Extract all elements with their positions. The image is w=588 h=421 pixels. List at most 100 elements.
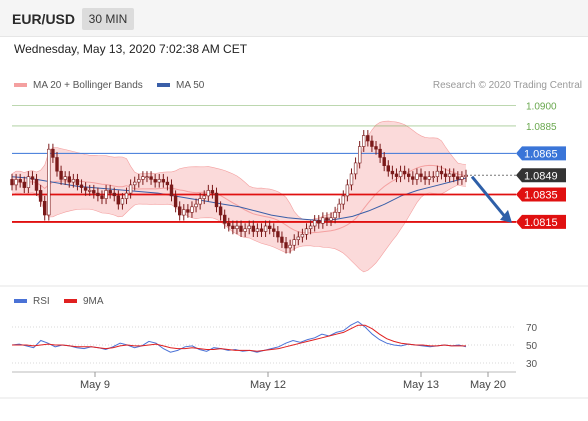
candle-body <box>349 173 354 186</box>
candle-body <box>308 225 313 230</box>
candle-body <box>435 170 440 177</box>
support-label: 1.0835 <box>524 189 558 201</box>
candle-body <box>431 176 435 178</box>
legend-rsi: RSI <box>14 296 50 307</box>
candle-body <box>34 179 39 191</box>
support-tag <box>516 214 566 229</box>
candle-body <box>128 184 133 194</box>
candle-body <box>104 190 108 199</box>
candle-body <box>456 176 460 180</box>
candle-body <box>247 225 251 230</box>
ma50-line <box>11 176 467 222</box>
legend-rsi-ma: 9MA <box>64 296 104 307</box>
candle-body <box>386 165 390 172</box>
candle-body <box>71 179 76 183</box>
candle-body <box>173 195 178 208</box>
candle-body <box>186 209 190 213</box>
resistance-label: 1.0865 <box>524 148 558 160</box>
candle-body <box>157 179 161 183</box>
candle-body <box>361 135 366 147</box>
candle-body <box>370 140 374 147</box>
support-label: 1.0815 <box>524 217 558 229</box>
candle-body <box>280 236 284 243</box>
candle-body <box>83 187 88 191</box>
candle-body <box>251 225 255 232</box>
candle-body <box>169 184 174 197</box>
chart-header: EUR/USD 30 MIN <box>0 0 588 37</box>
candle-body <box>292 239 296 246</box>
candle-body <box>345 184 350 197</box>
candle-body <box>26 176 31 188</box>
candle-body <box>38 190 43 202</box>
candle-body <box>312 220 317 227</box>
candle-body <box>120 198 125 205</box>
rsi-tick-label: 50 <box>526 341 538 352</box>
candle-body <box>55 157 59 172</box>
candle-body <box>329 217 333 221</box>
candle-body <box>333 212 337 219</box>
candle-body <box>415 173 419 180</box>
candle-body <box>288 244 292 249</box>
symbol-title: EUR/USD <box>12 11 76 27</box>
candle-body <box>423 176 427 180</box>
candle-body <box>296 236 300 241</box>
candle-body <box>451 173 456 177</box>
candle-body <box>304 228 309 235</box>
candle-body <box>194 203 198 208</box>
candle-body <box>272 228 276 232</box>
candle-body <box>243 228 247 232</box>
legend-bollinger-label: MA 20 + Bollinger Bands <box>33 80 143 91</box>
candle-body <box>14 179 18 186</box>
candle-body <box>378 148 382 158</box>
legend-bollinger: MA 20 + Bollinger Bands <box>14 80 143 91</box>
bollinger-upper <box>11 120 467 221</box>
candle-body <box>145 176 149 178</box>
candle-body <box>108 190 112 194</box>
candle-body <box>51 148 55 158</box>
candle-body <box>116 195 121 205</box>
candle-body <box>198 198 202 205</box>
forecast-arrow-shaft <box>470 175 508 219</box>
candle-body <box>112 192 117 197</box>
x-tick-label: May 12 <box>250 379 286 391</box>
candle-body <box>411 176 415 180</box>
candle-body <box>59 170 63 180</box>
candle-body <box>255 228 260 232</box>
candle-body <box>439 170 444 175</box>
candle-body <box>223 214 227 224</box>
timeframe-button[interactable]: 30 MIN <box>82 8 134 30</box>
legend-ma50-label: MA 50 <box>176 80 205 91</box>
rsi-tick-label: 30 <box>526 359 538 370</box>
candle-body <box>22 181 26 188</box>
legend-rsi-label: RSI <box>33 296 50 307</box>
candle-body <box>239 225 243 232</box>
candle-body <box>398 170 403 177</box>
candle-body <box>214 192 219 208</box>
candle-body <box>202 195 206 199</box>
rsi-line <box>11 321 467 353</box>
rsi-ma-swatch <box>64 299 77 304</box>
candle-body <box>67 176 72 183</box>
candle-body <box>182 209 186 216</box>
bollinger-band <box>12 121 466 272</box>
last-price-label: 1.0849 <box>524 170 558 182</box>
credit: Research © 2020 Trading Central <box>432 80 582 91</box>
candle-body <box>206 190 210 197</box>
candle-body <box>402 170 407 175</box>
candle-body <box>427 176 431 180</box>
candle-body <box>18 179 22 183</box>
ma50-swatch <box>157 83 170 88</box>
candle-body <box>447 173 452 177</box>
bollinger-lower <box>11 184 467 273</box>
candle-body <box>161 179 165 183</box>
candle-body <box>88 190 92 192</box>
candle-body <box>419 173 423 177</box>
candle-body <box>394 173 399 177</box>
candle-body <box>92 190 96 194</box>
candle-body <box>337 203 341 213</box>
candle-body <box>30 176 35 180</box>
candle-body <box>63 176 67 180</box>
candle-body <box>443 173 448 177</box>
